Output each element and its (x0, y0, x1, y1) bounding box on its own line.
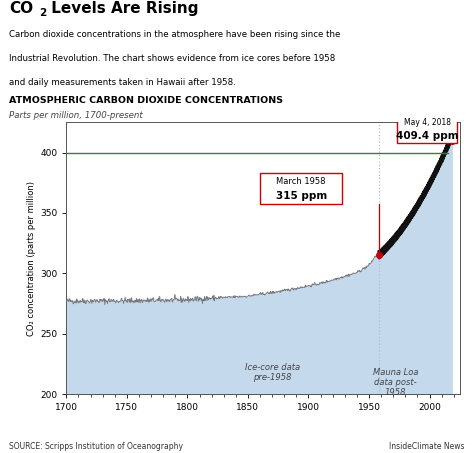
Text: Mauna Loa
data post-
1958: Mauna Loa data post- 1958 (373, 367, 419, 397)
Text: May 4, 2018: May 4, 2018 (403, 118, 451, 127)
Text: CO: CO (9, 1, 34, 16)
Text: Parts per million, 1700-present: Parts per million, 1700-present (9, 111, 143, 120)
Text: InsideClimate News: InsideClimate News (389, 442, 465, 451)
Text: 409.4 ppm: 409.4 ppm (396, 130, 458, 140)
FancyBboxPatch shape (397, 114, 457, 143)
Text: ATMOSPHERIC CARBON DIOXIDE CONCENTRATIONS: ATMOSPHERIC CARBON DIOXIDE CONCENTRATION… (9, 96, 283, 105)
FancyBboxPatch shape (260, 173, 342, 204)
Text: Levels Are Rising: Levels Are Rising (46, 1, 198, 16)
Y-axis label: CO₂ concentration (parts per million): CO₂ concentration (parts per million) (27, 181, 36, 336)
Text: Ice-core data
pre-1958: Ice-core data pre-1958 (245, 363, 300, 382)
Text: 2: 2 (39, 8, 46, 18)
Text: Carbon dioxide concentrations in the atmosphere have been rising since the: Carbon dioxide concentrations in the atm… (9, 30, 341, 39)
Text: March 1958: March 1958 (276, 177, 326, 186)
Text: Industrial Revolution. The chart shows evidence from ice cores before 1958: Industrial Revolution. The chart shows e… (9, 54, 336, 63)
Text: 315 ppm: 315 ppm (275, 191, 327, 201)
Text: SOURCE: Scripps Institution of Oceanography: SOURCE: Scripps Institution of Oceanogra… (9, 442, 183, 451)
Text: and daily measurements taken in Hawaii after 1958.: and daily measurements taken in Hawaii a… (9, 78, 236, 87)
